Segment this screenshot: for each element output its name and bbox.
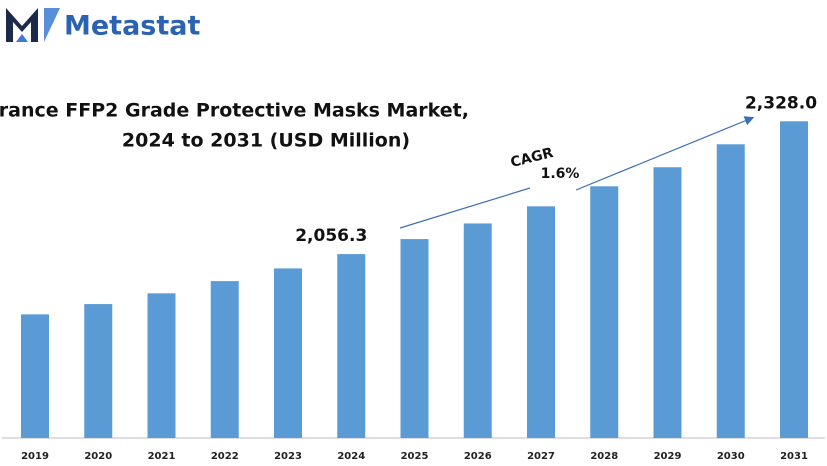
x-tick-label: 2020	[84, 451, 112, 462]
cagr-value: 1.6%	[541, 166, 580, 182]
x-tick-label: 2024	[337, 451, 365, 462]
logo-accent	[16, 34, 28, 42]
logo-icon	[6, 8, 38, 42]
x-tick-label: 2022	[211, 451, 239, 462]
value-label: 2,056.3	[295, 226, 367, 246]
chart-title: France FFP2 Grade Protective Masks Marke…	[0, 100, 469, 122]
logo-accent	[44, 8, 60, 42]
bar	[716, 144, 745, 438]
x-tick-label: 2026	[464, 451, 492, 462]
bar	[84, 304, 113, 438]
bar	[400, 239, 429, 438]
chart-title: 2024 to 2031 (USD Million)	[122, 130, 410, 152]
x-tick-label: 2023	[274, 451, 302, 462]
bar	[653, 167, 682, 438]
bar	[21, 314, 49, 438]
bar	[463, 223, 492, 438]
trend-arrow	[399, 187, 531, 229]
value-label: 2,328.0	[745, 93, 817, 113]
trend-arrow	[575, 116, 755, 191]
bar	[337, 254, 366, 438]
x-tick-label: 2028	[590, 451, 618, 462]
brand-name: Metastat	[64, 11, 201, 42]
bar	[590, 186, 619, 438]
x-tick-label: 2025	[401, 451, 429, 462]
x-tick-label: 2030	[717, 451, 745, 462]
x-tick-label: 2019	[21, 451, 49, 462]
x-tick-label: 2021	[148, 451, 176, 462]
bar	[274, 268, 302, 438]
bar	[780, 121, 808, 439]
bar	[147, 293, 176, 438]
x-tick-label: 2027	[527, 451, 555, 462]
bar	[210, 281, 239, 438]
x-tick-label: 2031	[780, 451, 808, 462]
x-tick-label: 2029	[654, 451, 682, 462]
bar	[527, 206, 555, 438]
logo: Metastat	[6, 8, 201, 42]
